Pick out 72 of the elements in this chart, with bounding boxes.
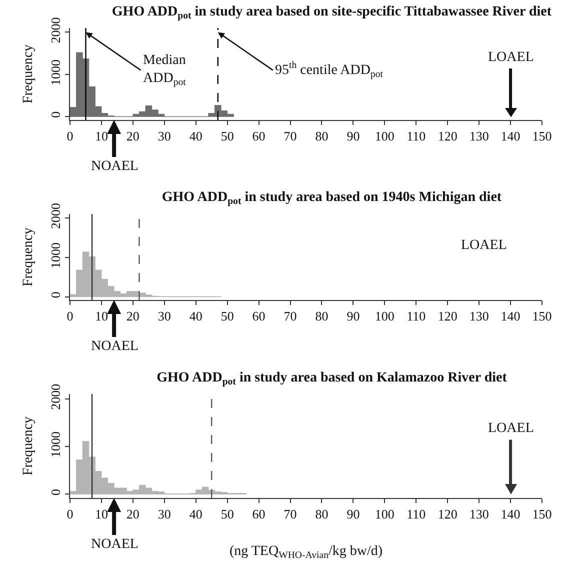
x-tick-label: 60	[252, 308, 266, 324]
x-tick-label: 90	[346, 308, 360, 324]
x-tick-label: 140	[500, 128, 520, 144]
x-tick-label: 20	[126, 506, 140, 522]
chart-title: GHO ADD$_{pot}$ in study area based on Kalamazoo River diet	[156, 370, 508, 388]
y-tick-label: 2000	[48, 384, 63, 410]
y-axis-title: Frequency	[21, 227, 36, 287]
x-tick-label: 10	[94, 506, 108, 522]
x-tick-label: 110	[406, 128, 426, 144]
x-tick-label: 30	[158, 308, 171, 324]
chart-title: GHO ADD$_{pot}$ in study area based on 1940s Michigan diet	[162, 190, 502, 208]
x-tick-label: 30	[158, 506, 171, 522]
x-tick-label: 10	[94, 128, 108, 144]
y-tick-label: 1000	[48, 242, 63, 268]
x-tick-label: 100	[374, 506, 394, 522]
x-tick-label: 90	[346, 128, 360, 144]
y-axis-title: Frequency	[21, 44, 36, 104]
y-tick-label: 2000	[48, 202, 63, 229]
x-tick-label: 70	[284, 128, 297, 144]
chart-title: GHO ADD$_{pot}$ in study area based on site-specific Tittabawassee River diet	[112, 4, 552, 22]
x-tick-label: 110	[406, 506, 426, 522]
x-tick-label: 100	[374, 128, 394, 144]
ref-line-label: LOAEL	[488, 421, 534, 436]
x-tick-label: 140	[500, 308, 520, 324]
x-tick-label: 130	[469, 308, 489, 324]
x-tick-label: 120	[438, 308, 458, 324]
annotation: NOAEL	[91, 537, 138, 552]
x-tick-label: 50	[220, 308, 234, 324]
x-tick-label: 130	[469, 506, 489, 522]
y-axis-title: Frequency	[21, 416, 36, 476]
x-tick-label: 40	[189, 506, 202, 522]
x-tick-label: 90	[346, 506, 360, 522]
y-tick-label: 2000	[48, 17, 63, 44]
x-tick-label: 80	[315, 128, 328, 144]
y-tick-label: 1000	[48, 432, 63, 458]
annotation: Median ADD$_{pot}$	[143, 53, 186, 88]
ref-line-label: LOAEL	[488, 50, 534, 65]
annotation: 95$^{th}$ centile ADD$_{pot}$	[275, 60, 384, 80]
x-tick-label: 70	[284, 308, 297, 324]
x-tick-label: 40	[189, 308, 202, 324]
x-tick-label: 0	[66, 308, 74, 324]
x-tick-label: 110	[406, 308, 426, 324]
x-tick-label: 0	[66, 128, 74, 144]
annotation: NOAEL	[91, 339, 138, 354]
y-tick-label: 0	[48, 111, 63, 118]
x-tick-label: 60	[252, 128, 266, 144]
x-axis-title: (ng TEQ$_{WHO-Avian}$/kg bw/d)	[229, 544, 383, 561]
x-tick-label: 20	[126, 308, 140, 324]
x-tick-label: 120	[438, 128, 458, 144]
x-tick-label: 10	[94, 308, 108, 324]
x-tick-label: 50	[220, 128, 234, 144]
annotation: NOAEL	[91, 159, 138, 174]
annotation: LOAEL	[461, 238, 507, 253]
x-tick-label: 0	[66, 506, 74, 522]
x-tick-label: 150	[532, 308, 552, 324]
x-tick-label: 150	[532, 128, 552, 144]
y-tick-label: 1000	[48, 59, 63, 86]
x-tick-label: 130	[469, 128, 489, 144]
x-tick-label: 50	[220, 506, 234, 522]
x-tick-label: 80	[315, 506, 328, 522]
x-tick-label: 80	[315, 308, 328, 324]
x-tick-label: 140	[500, 506, 520, 522]
x-tick-label: 60	[252, 506, 266, 522]
y-tick-label: 0	[48, 488, 63, 496]
x-tick-label: 20	[126, 128, 140, 144]
y-tick-label: 0	[48, 292, 63, 298]
x-tick-label: 30	[158, 128, 171, 144]
x-tick-label: 120	[438, 506, 458, 522]
x-tick-label: 150	[532, 506, 552, 522]
x-tick-label: 100	[374, 308, 394, 324]
x-tick-label: 40	[189, 128, 202, 144]
x-tick-label: 70	[284, 506, 297, 522]
